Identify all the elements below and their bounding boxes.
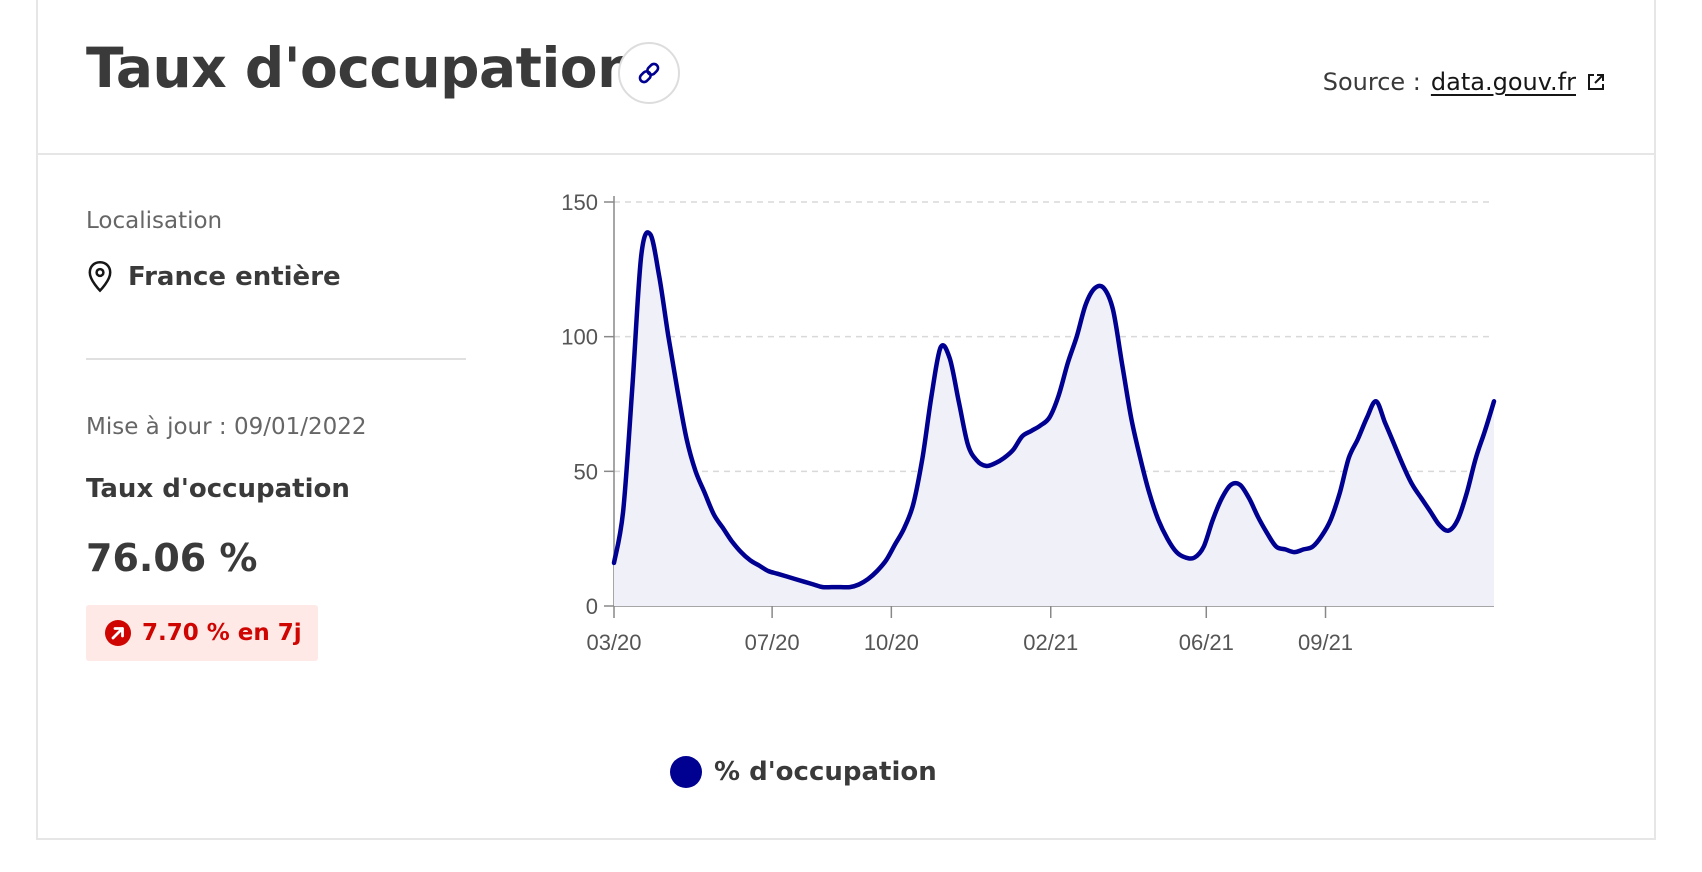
- map-pin-icon: [88, 261, 112, 293]
- external-link-icon: [1588, 74, 1604, 90]
- y-tick-label: 0: [586, 594, 598, 619]
- series-area: [614, 232, 1494, 606]
- trend-up-arrow-icon: [105, 620, 131, 646]
- copy-link-button[interactable]: [618, 42, 680, 104]
- metric-label: Taux d'occupation: [86, 474, 350, 504]
- card-header: Taux d'occupation Source : data.gouv.fr: [38, 0, 1654, 155]
- x-tick-label: 03/20: [586, 630, 641, 655]
- location-row: France entière: [86, 260, 341, 294]
- trend-text: 7.70 % en 7j: [142, 620, 302, 646]
- legend-label: % d'occupation: [714, 757, 937, 787]
- chart-svg: 0 50 100 150 03/20 07/20 10/20 02/21 06/21 09/21: [561, 190, 1497, 655]
- x-tick-label: 06/21: [1179, 630, 1234, 655]
- occupation-chart: 0 50 100 150 03/20 07/20 10/20 02/21 06/21 09/21: [538, 176, 1638, 796]
- x-tick-label: 09/21: [1298, 630, 1353, 655]
- y-tick-label: 50: [574, 459, 598, 484]
- source-link[interactable]: data.gouv.fr: [1430, 68, 1576, 96]
- link-icon: [638, 62, 660, 84]
- x-tick-label: 10/20: [864, 630, 919, 655]
- legend-marker: [670, 756, 702, 788]
- source-label: Source :: [1322, 68, 1421, 96]
- chart-legend[interactable]: % d'occupation: [670, 756, 937, 788]
- trend-badge: 7.70 % en 7j: [86, 605, 318, 661]
- location-value: France entière: [128, 262, 341, 292]
- update-date: Mise à jour : 09/01/2022: [86, 414, 367, 440]
- sidebar-divider: [86, 358, 466, 360]
- page-title: Taux d'occupation: [86, 36, 636, 100]
- series-line: [611, 230, 1497, 590]
- occupation-card: Taux d'occupation Source : data.gouv.fr …: [36, 0, 1656, 840]
- x-tick-label: 07/20: [745, 630, 800, 655]
- x-tick-label: 02/21: [1023, 630, 1078, 655]
- y-tick-label: 150: [561, 190, 598, 215]
- metric-value: 76.06 %: [86, 536, 258, 580]
- location-label: Localisation: [86, 208, 223, 234]
- source-info: Source : data.gouv.fr: [1323, 68, 1606, 96]
- y-tick-label: 100: [561, 325, 598, 350]
